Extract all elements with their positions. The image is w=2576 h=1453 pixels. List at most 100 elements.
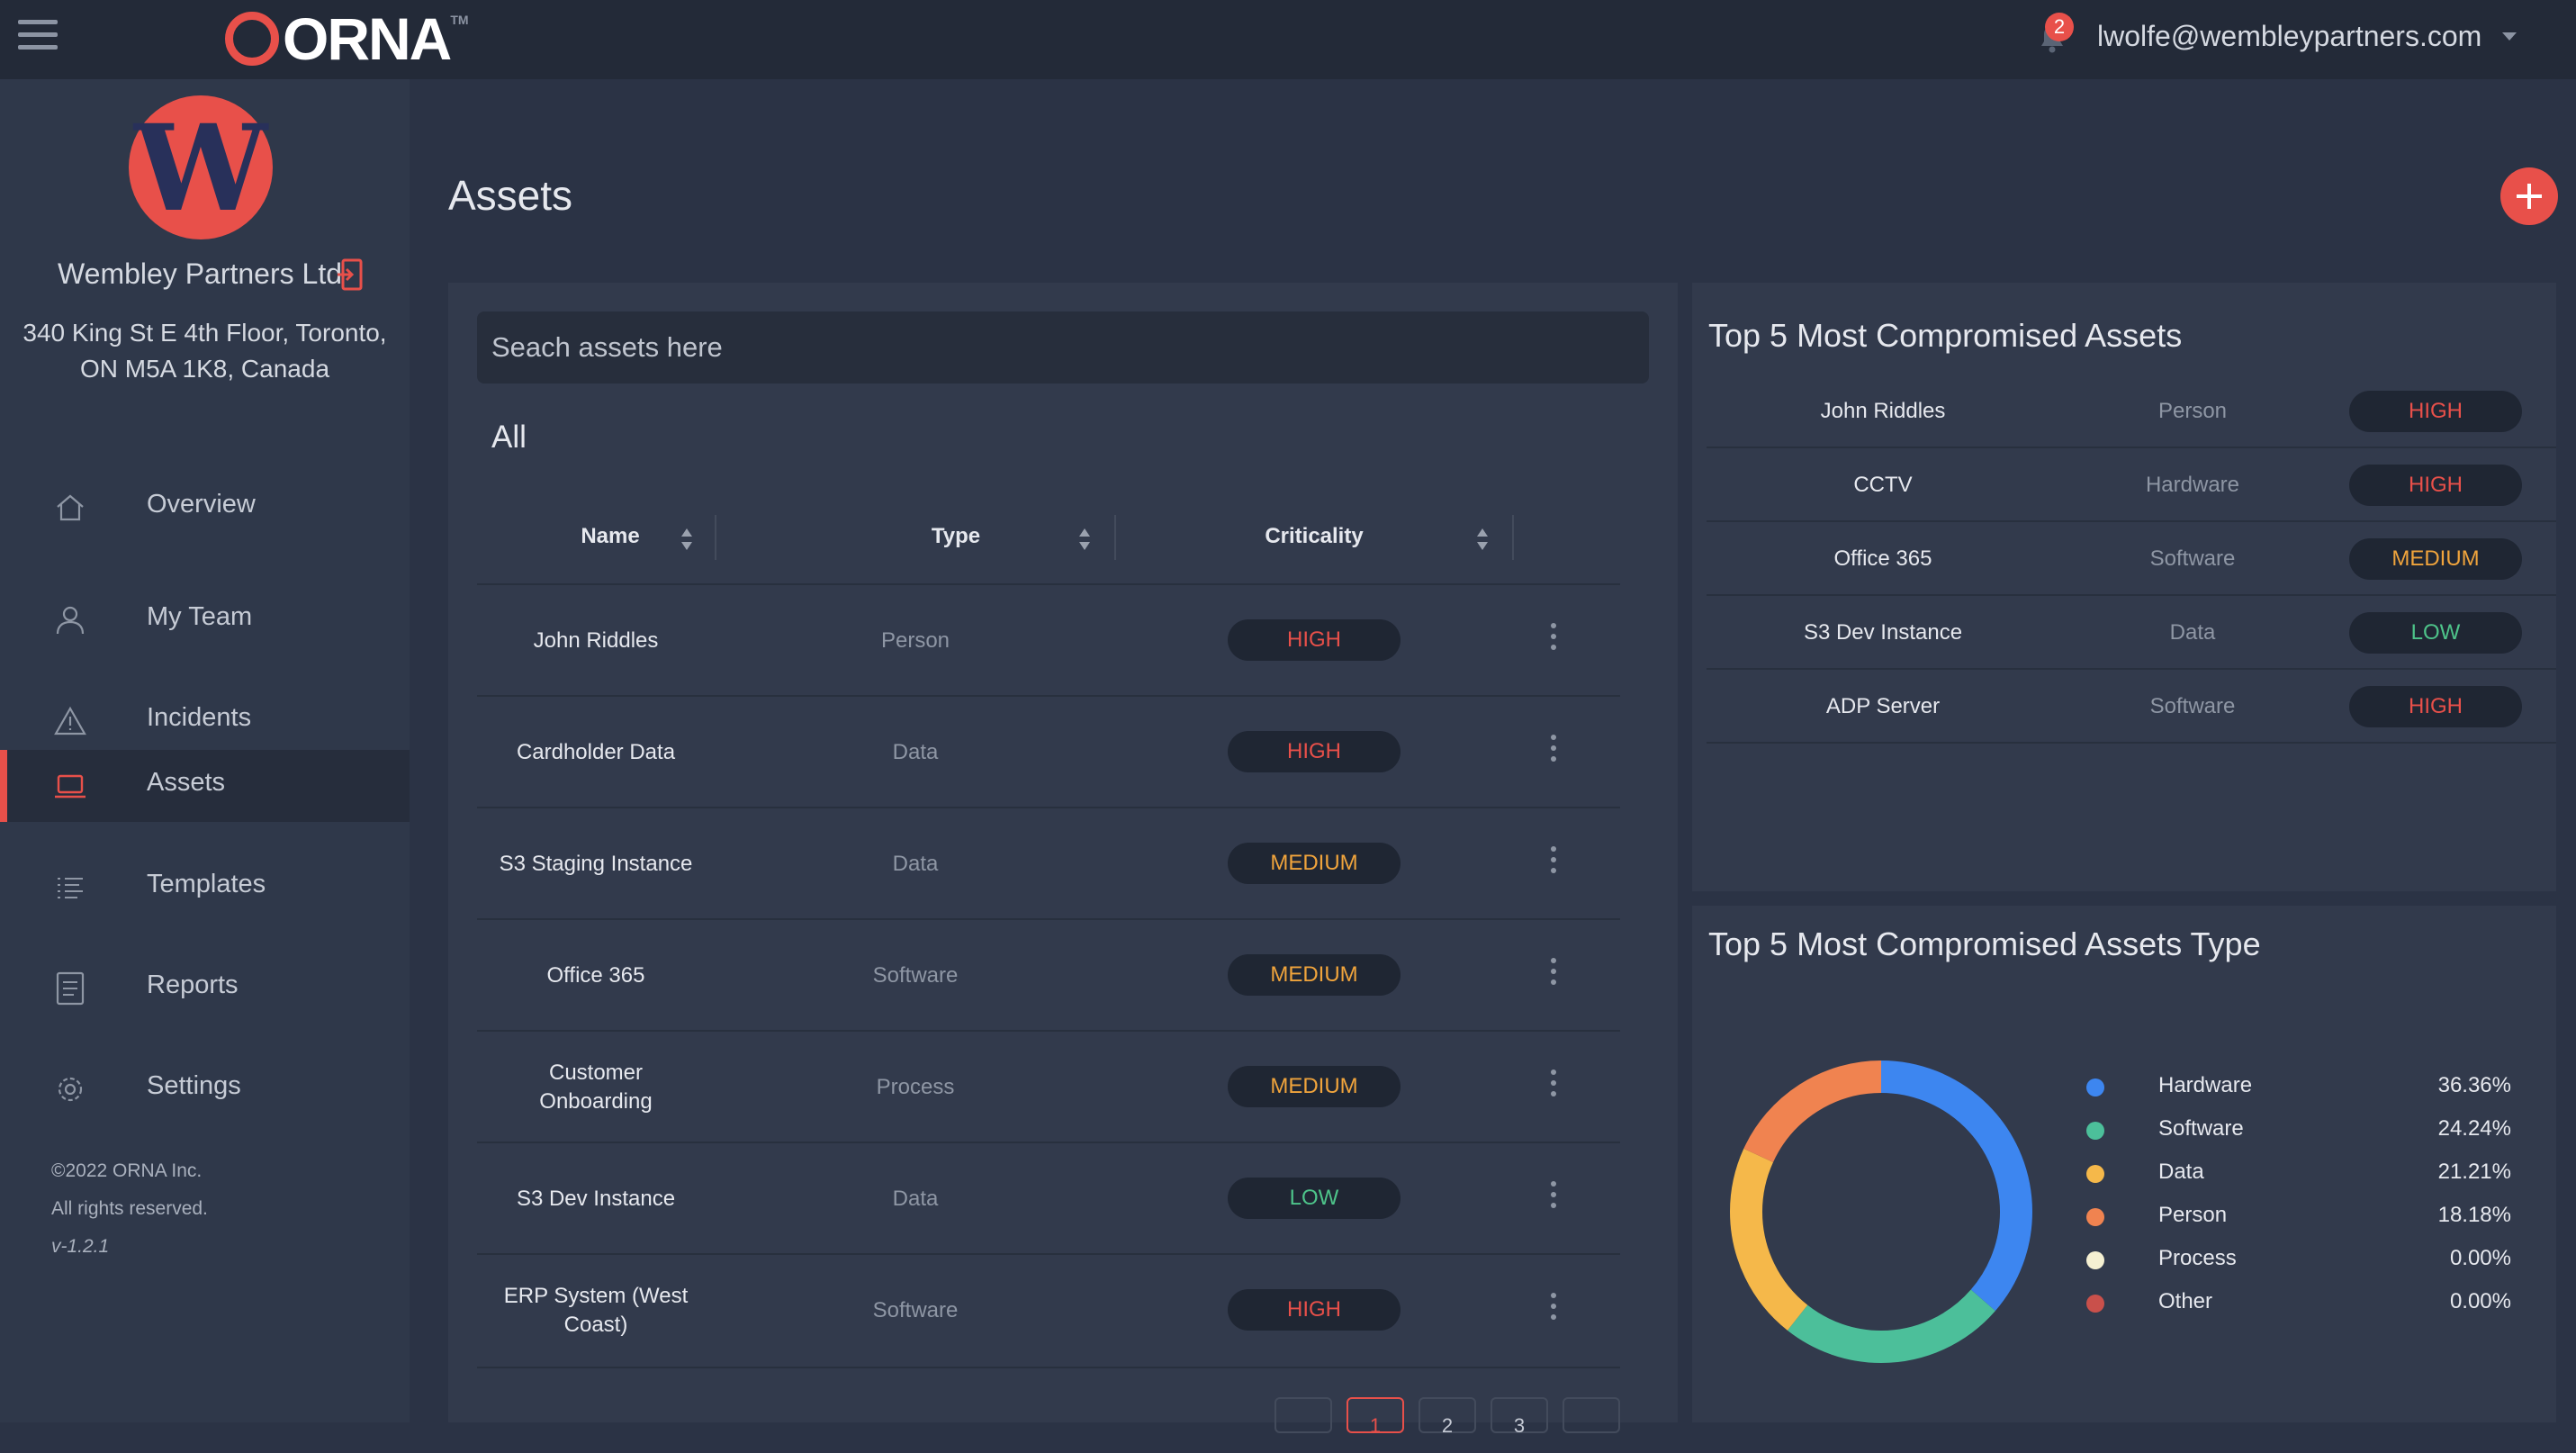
asset-type: Process — [876, 1075, 955, 1099]
criticality-badge: HIGH — [1228, 731, 1401, 772]
notifications-bell-icon[interactable]: 2 — [2032, 13, 2074, 58]
more-options-icon[interactable] — [1548, 735, 1559, 771]
sidebar-item-settings[interactable]: Settings — [0, 1053, 410, 1125]
sidebar-item-label: Assets — [147, 768, 226, 797]
asset-name: Cardholder Data — [516, 740, 676, 764]
asset-type: Software — [872, 963, 959, 988]
asset-type: Data — [892, 740, 939, 764]
app-version: v-1.2.1 — [51, 1236, 110, 1257]
asset-type: Data — [892, 852, 939, 876]
sidebar-item-label: Templates — [147, 870, 266, 898]
pagination-prev-button[interactable] — [1274, 1397, 1332, 1433]
table-row[interactable]: S3 Dev Instance Data LOW — [477, 1142, 1620, 1255]
legend-label: Person — [2158, 1203, 2228, 1227]
more-options-icon[interactable] — [1548, 1181, 1559, 1217]
legend-item-data: Data 21.21% — [2086, 1156, 2511, 1192]
sidebar-item-incidents[interactable]: Incidents — [0, 685, 410, 757]
table-row[interactable]: Office 365 Software MEDIUM — [477, 918, 1620, 1032]
laptop-icon — [55, 774, 86, 799]
list-icon — [58, 878, 83, 898]
table-row[interactable]: S3 Staging Instance Data MEDIUM — [477, 807, 1620, 920]
hamburger-menu-icon[interactable] — [18, 20, 58, 52]
sidebar-item-label: Incidents — [147, 703, 252, 732]
criticality-badge: MEDIUM — [1228, 1066, 1401, 1107]
column-divider — [1114, 515, 1116, 560]
home-icon — [57, 494, 84, 521]
top-compromised-assets-panel: Top 5 Most Compromised Assets John Riddl… — [1692, 283, 2556, 891]
logo-ring-icon — [225, 12, 279, 66]
legend-dot — [2086, 1251, 2104, 1269]
table-row[interactable]: Cardholder Data Data HIGH — [477, 695, 1620, 808]
asset-type: Person — [880, 628, 950, 653]
list-item[interactable]: S3 Dev Instance Data LOW — [1707, 596, 2556, 670]
column-divider — [1512, 515, 1514, 560]
asset-name: S3 Dev Instance — [516, 1187, 676, 1211]
assets-panel: All Name Type Criticality John Riddles P… — [448, 283, 1678, 1437]
more-options-icon[interactable] — [1548, 1293, 1559, 1329]
legend-value: 21.21% — [2437, 1160, 2511, 1184]
logout-icon[interactable] — [335, 257, 367, 292]
sort-icon[interactable] — [1476, 528, 1489, 551]
sort-icon[interactable] — [680, 528, 693, 551]
donut-slice-software[interactable] — [1730, 1060, 2032, 1363]
legend-label: Other — [2158, 1289, 2213, 1313]
sidebar-item-templates[interactable]: Templates — [0, 852, 410, 924]
criticality-badge: HIGH — [1228, 619, 1401, 661]
more-options-icon[interactable] — [1548, 1069, 1559, 1106]
top-bar: ORNA TM 2 lwolfe@wembleypartners.com — [0, 0, 2576, 79]
column-header-type[interactable]: Type — [931, 524, 981, 548]
sidebar-item-assets[interactable]: Assets — [0, 750, 410, 822]
more-options-icon[interactable] — [1548, 958, 1559, 994]
column-divider — [715, 515, 716, 560]
list-item[interactable]: John Riddles Person HIGH — [1707, 375, 2556, 448]
pagination-page-1[interactable]: 1 — [1347, 1397, 1404, 1437]
donut-slice-data[interactable] — [1730, 1060, 2032, 1363]
more-options-icon[interactable] — [1548, 623, 1559, 659]
legend-dot — [2086, 1122, 2104, 1140]
asset-name: Office 365 — [1833, 546, 1932, 571]
legend-value: 36.36% — [2437, 1073, 2511, 1097]
filter-label: All — [491, 420, 527, 455]
donut-slice-person[interactable] — [1730, 1060, 2032, 1363]
search-input[interactable] — [477, 311, 1649, 384]
warning-icon — [54, 706, 86, 736]
sidebar-item-overview[interactable]: Overview — [0, 472, 410, 544]
chevron-down-icon[interactable] — [2502, 32, 2517, 41]
sort-icon[interactable] — [1078, 528, 1091, 551]
sidebar-item-reports[interactable]: Reports — [0, 952, 410, 1024]
company-address: 340 King St E 4th Floor, Toronto, ON M5A… — [23, 319, 387, 383]
asset-name: John Riddles — [533, 628, 659, 653]
list-item[interactable]: ADP Server Software HIGH — [1707, 670, 2556, 744]
asset-type: Software — [2149, 694, 2236, 718]
column-header-criticality[interactable]: Criticality — [1265, 524, 1364, 548]
legend-item-person: Person 18.18% — [2086, 1199, 2511, 1235]
sidebar-item-my-team[interactable]: My Team — [0, 584, 410, 656]
list-item[interactable]: CCTV Hardware HIGH — [1707, 448, 2556, 522]
user-icon — [56, 606, 85, 635]
table-row[interactable]: Customer Onboarding Process MEDIUM — [477, 1030, 1620, 1143]
legend-item-process: Process 0.00% — [2086, 1242, 2511, 1278]
criticality-badge: HIGH — [2349, 391, 2522, 432]
asset-name: S3 Staging Instance — [499, 852, 693, 876]
orna-logo[interactable]: ORNA TM — [225, 5, 469, 72]
criticality-badge: MEDIUM — [1228, 954, 1401, 996]
legend-item-software: Software 24.24% — [2086, 1113, 2511, 1149]
column-header-name[interactable]: Name — [581, 524, 640, 548]
table-row[interactable]: ERP System (West Coast) Software HIGH — [477, 1253, 1620, 1368]
asset-type: Hardware — [2145, 473, 2240, 497]
page-title: Assets — [448, 172, 573, 219]
pagination-next-button[interactable] — [1563, 1397, 1620, 1433]
add-asset-button[interactable] — [2500, 167, 2558, 225]
asset-type: Software — [2149, 546, 2236, 571]
table-row[interactable]: John Riddles Person HIGH — [477, 583, 1620, 697]
pagination-page-2[interactable]: 2 — [1419, 1397, 1476, 1437]
criticality-badge: HIGH — [1228, 1289, 1401, 1331]
legend-label: Hardware — [2158, 1073, 2253, 1097]
top-compromised-types-panel: Top 5 Most Compromised Assets Type Hardw… — [1692, 906, 2556, 1422]
asset-name: Office 365 — [546, 963, 645, 988]
more-options-icon[interactable] — [1548, 846, 1559, 882]
user-email[interactable]: lwolfe@wembleypartners.com — [2097, 20, 2482, 52]
list-item[interactable]: Office 365 Software MEDIUM — [1707, 522, 2556, 596]
pagination-page-3[interactable]: 3 — [1491, 1397, 1548, 1437]
logo-text: ORNA — [283, 5, 452, 72]
